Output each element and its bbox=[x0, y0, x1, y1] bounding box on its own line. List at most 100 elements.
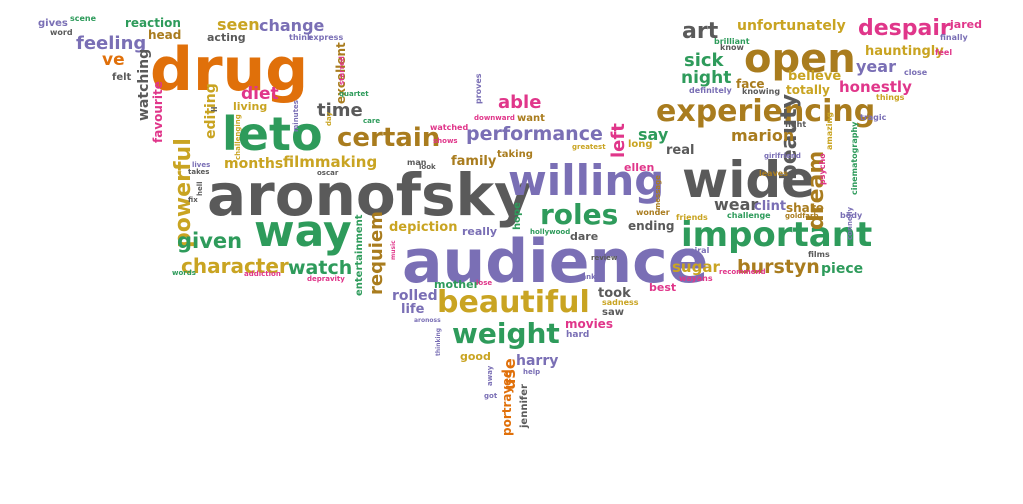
cloud-word-words: words bbox=[172, 269, 196, 277]
cloud-word-definitely: definitely bbox=[689, 86, 733, 95]
cloud-word-know: know bbox=[720, 43, 745, 52]
cloud-word-movies: movies bbox=[565, 317, 613, 331]
cloud-word-feeling: feeling bbox=[76, 33, 146, 54]
cloud-word-drug: drug bbox=[150, 35, 308, 105]
cloud-word-greatest: greatest bbox=[572, 143, 606, 151]
cloud-word-able: able bbox=[498, 92, 541, 113]
cloud-word-hollywood: hollywood bbox=[530, 228, 570, 236]
cloud-word-living: living bbox=[233, 100, 267, 113]
cloud-word-face: face bbox=[736, 77, 765, 91]
cloud-word-certain: certain bbox=[337, 123, 440, 153]
cloud-word-honestly: honestly bbox=[839, 78, 912, 96]
cloud-word-spiral: spiral bbox=[684, 246, 710, 255]
cloud-word-man: man bbox=[407, 158, 427, 167]
cloud-word-say: say bbox=[638, 125, 669, 144]
cloud-word-powerful: powerful bbox=[171, 138, 196, 248]
cloud-word-away: away bbox=[486, 365, 494, 386]
cloud-word-character: character bbox=[181, 254, 289, 278]
cloud-word-beauty: beauty bbox=[777, 94, 802, 180]
cloud-word-takes: takes bbox=[188, 168, 209, 176]
cloud-word-look: look bbox=[419, 163, 436, 171]
cloud-word-saw: saw bbox=[602, 307, 624, 318]
cloud-word-real: real bbox=[666, 143, 694, 158]
cloud-word-burstyn: burstyn bbox=[737, 256, 820, 278]
cloud-word-clint: clint bbox=[754, 199, 786, 214]
cloud-word-long: long bbox=[628, 139, 653, 150]
cloud-word-addiction: addiction bbox=[244, 270, 281, 278]
cloud-word-audience: audience bbox=[402, 227, 708, 297]
cloud-word-dare: dare bbox=[570, 230, 598, 243]
cloud-word-good: good bbox=[460, 350, 491, 363]
cloud-word-sick: sick bbox=[684, 50, 725, 71]
cloud-word-close: close bbox=[904, 68, 928, 77]
cloud-word-cinematography: cinematography bbox=[850, 121, 859, 195]
cloud-word-year: year bbox=[856, 57, 896, 76]
cloud-word-family: family bbox=[451, 154, 497, 169]
cloud-word-mother: mother bbox=[434, 278, 480, 291]
cloud-word-care: care bbox=[363, 117, 380, 125]
cloud-word-dream: dream bbox=[804, 151, 829, 230]
cloud-word-psycho: psycho bbox=[818, 153, 827, 185]
cloud-word-ll: ll bbox=[210, 106, 219, 112]
cloud-word-jennifer: jennifer bbox=[519, 384, 530, 429]
cloud-word-filmmaking: filmmaking bbox=[283, 153, 377, 171]
cloud-word-oscar: oscar bbox=[317, 169, 339, 177]
cloud-word-message: message bbox=[654, 175, 662, 210]
cloud-word-reaction: reaction bbox=[125, 16, 181, 30]
cloud-word-downward: downward bbox=[474, 114, 515, 122]
cloud-word-important: important bbox=[681, 215, 872, 255]
cloud-word-lose: lose bbox=[476, 279, 492, 287]
cloud-word-beautiful: beautiful bbox=[437, 285, 590, 320]
cloud-word-express: express bbox=[308, 33, 343, 42]
cloud-word-unfortunately: unfortunately bbox=[737, 18, 846, 34]
cloud-word-jared: jared bbox=[949, 18, 982, 31]
cloud-word-life: life bbox=[401, 302, 425, 317]
cloud-word-amazing: amazing bbox=[825, 112, 834, 150]
cloud-word-portrayed: portrayed bbox=[500, 369, 514, 436]
cloud-word-leaves: leaves bbox=[759, 169, 788, 178]
cloud-word-wide: wide bbox=[682, 151, 815, 209]
cloud-word-quartet: quartet bbox=[339, 90, 369, 98]
cloud-word-entertainment: entertainment bbox=[354, 214, 365, 296]
cloud-word-wear: wear bbox=[714, 195, 758, 214]
cloud-word-day: day bbox=[325, 111, 333, 126]
cloud-word-sugar: sugar bbox=[672, 258, 720, 276]
cloud-word-fight: fight bbox=[785, 120, 806, 129]
cloud-word-knowing: knowing bbox=[742, 87, 780, 96]
cloud-word-wayans: wayans bbox=[679, 274, 713, 283]
cloud-word-friends: friends bbox=[676, 213, 708, 222]
cloud-word-willing: willing bbox=[508, 156, 664, 205]
cloud-word-editing: editing bbox=[203, 83, 219, 139]
cloud-word-watching: watching bbox=[136, 49, 152, 121]
cloud-word-watched: watched bbox=[430, 123, 468, 132]
cloud-word-challenging: challenging bbox=[234, 114, 242, 160]
cloud-word-feel: feel bbox=[935, 48, 952, 57]
cloud-word-things: things bbox=[876, 93, 905, 102]
cloud-word-performance: performance bbox=[466, 123, 603, 145]
cloud-word-marion: marion bbox=[731, 126, 794, 145]
cloud-word-thinking: thinking bbox=[435, 328, 442, 356]
cloud-word-excellent: excellent bbox=[334, 42, 348, 104]
cloud-word-seen: seen bbox=[217, 15, 260, 34]
cloud-word-proves: proves bbox=[474, 73, 483, 104]
cloud-word-watch: watch bbox=[288, 257, 352, 279]
cloud-word-roles: roles bbox=[540, 198, 618, 231]
cloud-word-left: left bbox=[608, 123, 629, 158]
cloud-word-got: got bbox=[484, 392, 498, 400]
cloud-word-films: films bbox=[808, 250, 830, 259]
cloud-word-aronoss: aronoss bbox=[414, 317, 441, 324]
cloud-word-despair: despair bbox=[858, 16, 951, 41]
cloud-word-fix: fix bbox=[188, 196, 198, 204]
cloud-word-rolled: rolled bbox=[392, 288, 438, 304]
cloud-word-totally: totally bbox=[786, 83, 830, 97]
cloud-word-felt: felt bbox=[112, 72, 132, 83]
cloud-word-way: way bbox=[254, 206, 352, 257]
cloud-word-sadness: sadness bbox=[602, 298, 639, 307]
cloud-word-believe: believe bbox=[788, 69, 841, 84]
cloud-word-brilliant: brilliant bbox=[714, 37, 750, 46]
cloud-word-open: open bbox=[744, 36, 856, 82]
cloud-word-girlfriend: girlfriend bbox=[764, 152, 801, 160]
cloud-word-taking: taking bbox=[497, 149, 533, 160]
cloud-word-months: months bbox=[224, 156, 283, 172]
